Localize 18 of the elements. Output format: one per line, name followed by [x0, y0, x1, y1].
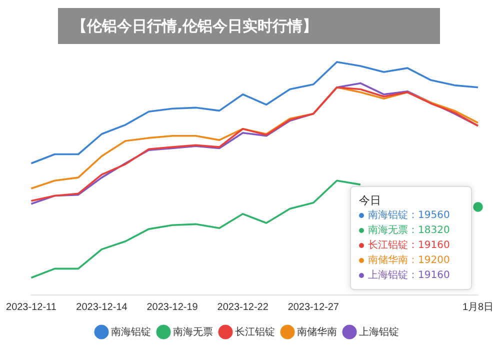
annotation: 南储华南：19200 [368, 255, 450, 266]
x-tick-label: 1月8日 [462, 302, 494, 313]
legend-label: 南海铝锭 [111, 326, 151, 338]
x-tick-label: 2023-12-19 [146, 302, 198, 313]
annotation: 南海铝锭：19560 [368, 210, 450, 221]
legend-label: 上海铝锭 [359, 326, 399, 338]
legend-label: 南储华南 [297, 326, 337, 338]
x-tick-label: 2023-12-11 [6, 302, 57, 313]
annotation: 今日 [359, 193, 382, 208]
x-tick-label: 2023-12-22 [217, 302, 269, 313]
legend-label: 长江铝锭 [235, 326, 275, 338]
annotation: 上海铝锭：19160 [368, 270, 450, 281]
annotation: 南海无票：18320 [368, 225, 450, 236]
annotation: 长江铝锭：19160 [368, 240, 450, 251]
legend-label: 南海无票 [173, 326, 213, 338]
x-tick-label: 2023-12-14 [76, 302, 128, 313]
x-tick-label: 2023-12-27 [288, 302, 340, 313]
chart-title: 【伦铝今日行情,伦铝今日实时行情】 [58, 8, 440, 44]
